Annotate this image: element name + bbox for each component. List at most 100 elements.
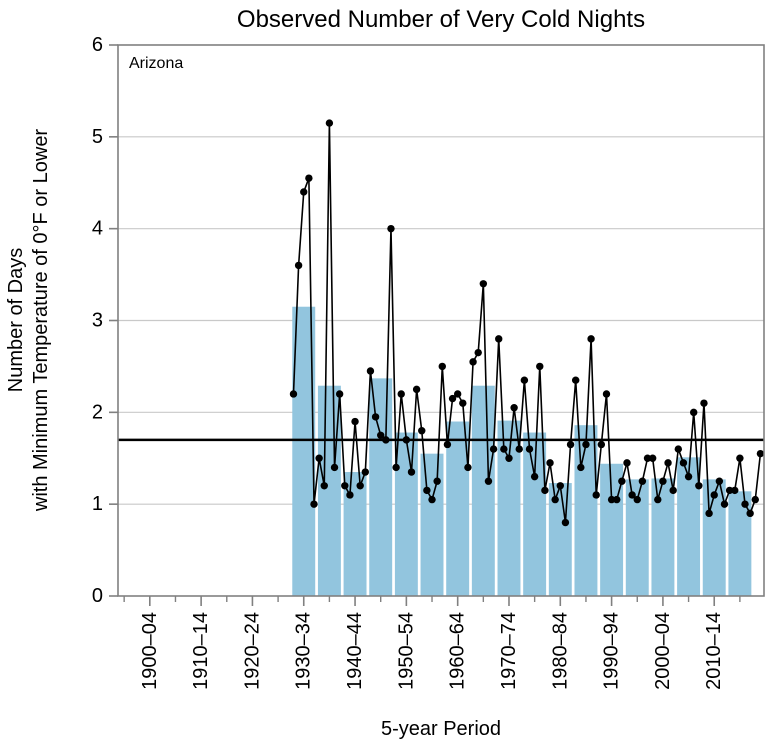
data-point-1993 <box>613 495 621 504</box>
y-tick-label: 5 <box>92 126 103 148</box>
data-point-2021 <box>756 449 764 458</box>
data-point-1995 <box>623 459 631 467</box>
data-point-2006 <box>679 459 688 467</box>
bar-2000-04 <box>651 478 675 596</box>
data-point-1932 <box>300 188 308 196</box>
data-point-1973 <box>510 404 518 412</box>
data-point-1965 <box>469 358 477 366</box>
data-point-1941 <box>346 491 354 499</box>
x-tick-label: 2000–04 <box>652 612 674 690</box>
x-tick-label: 1930–34 <box>293 612 315 690</box>
data-point-1955 <box>418 427 426 435</box>
x-tick-label: 1980–84 <box>549 612 571 690</box>
data-point-1934 <box>310 500 318 508</box>
x-tick-label: 1940–44 <box>344 612 366 690</box>
data-point-1991 <box>602 390 611 398</box>
data-point-1996 <box>628 491 636 499</box>
data-point-2015 <box>725 486 734 495</box>
data-point-2017 <box>736 454 744 462</box>
data-point-1964 <box>464 463 472 472</box>
x-axis-title: 5-year Period <box>381 718 501 740</box>
bar-1950-54 <box>394 432 418 596</box>
data-point-1990 <box>597 440 606 449</box>
data-point-1933 <box>305 174 313 182</box>
data-point-2005 <box>674 445 683 453</box>
data-point-1957 <box>428 495 436 504</box>
data-point-2003 <box>664 459 672 467</box>
x-tick-label: 1920–24 <box>241 612 263 690</box>
bar-1945-49 <box>369 378 393 596</box>
x-tick-label: 1960–64 <box>447 612 469 690</box>
data-point-1952 <box>402 436 411 444</box>
x-tick-label: 1900–04 <box>139 612 161 690</box>
data-point-1936 <box>320 482 328 490</box>
y-tick-label: 1 <box>92 493 103 515</box>
data-point-1937 <box>325 119 334 127</box>
bar-1935-39 <box>317 385 341 596</box>
data-point-1981 <box>551 495 559 504</box>
annual-series-layer <box>289 119 764 527</box>
data-point-1975 <box>520 376 529 384</box>
data-point-1984 <box>566 440 575 449</box>
bar-2015-19 <box>728 491 752 596</box>
data-point-1944 <box>361 468 370 476</box>
gridlines-layer <box>118 136 764 505</box>
x-axis: 1900–04 1910–14 1920–24 1930–34 1940–44 1950–… <box>123 596 741 690</box>
data-point-1943 <box>356 482 364 490</box>
bar-1960-64 <box>446 421 470 596</box>
bar-2005-09 <box>677 457 701 596</box>
data-point-1954 <box>412 385 421 394</box>
data-point-1966 <box>474 348 482 357</box>
data-point-1992 <box>607 495 616 504</box>
data-point-2018 <box>741 500 749 508</box>
data-point-1967 <box>479 280 488 288</box>
data-point-1976 <box>525 445 534 453</box>
data-point-1953 <box>407 468 416 476</box>
y-tick-label: 6 <box>92 34 103 56</box>
data-point-1972 <box>505 454 513 462</box>
data-point-2016 <box>731 486 739 495</box>
data-point-2007 <box>684 472 693 481</box>
data-point-1949 <box>387 224 395 233</box>
data-point-1980 <box>546 459 554 467</box>
data-point-1982 <box>556 482 564 490</box>
region-label: Arizona <box>129 55 183 72</box>
x-tick-label: 1950–54 <box>395 612 417 690</box>
bar-1940-44 <box>343 472 367 596</box>
data-point-2014 <box>720 500 729 508</box>
data-point-1942 <box>351 417 359 426</box>
data-point-2013 <box>715 477 724 485</box>
y-tick-label: 4 <box>92 218 103 240</box>
y-tick-label: 0 <box>92 585 103 607</box>
data-point-1987 <box>582 440 590 449</box>
data-point-1988 <box>587 335 595 343</box>
data-point-2001 <box>654 495 662 504</box>
data-point-1977 <box>530 472 539 481</box>
data-point-1959 <box>438 362 446 371</box>
bar-1965-69 <box>471 385 495 596</box>
y-axis: 0 1 2 3 4 5 6 <box>92 34 118 607</box>
bar-1930-34 <box>292 306 316 596</box>
data-point-2019 <box>746 509 754 518</box>
x-tick-label: 2010–14 <box>703 612 725 690</box>
chart-title: Observed Number of Very Cold Nights <box>237 6 645 33</box>
data-point-1979 <box>541 486 549 495</box>
data-point-1968 <box>484 477 493 485</box>
data-point-1930 <box>289 390 298 398</box>
data-point-1948 <box>382 436 390 444</box>
data-point-2008 <box>690 408 698 417</box>
y-axis-title-line1: Number of Days <box>5 248 27 393</box>
x-tick-label: 1910–14 <box>190 612 212 690</box>
data-point-1956 <box>423 486 431 495</box>
data-point-1998 <box>638 477 647 485</box>
data-point-1970 <box>495 335 503 343</box>
data-point-1997 <box>633 495 641 504</box>
data-point-1939 <box>335 390 344 398</box>
data-point-2012 <box>710 491 718 499</box>
data-point-2000 <box>648 454 657 462</box>
data-point-1950 <box>392 463 400 472</box>
data-point-1986 <box>577 463 585 472</box>
data-point-2011 <box>705 509 713 518</box>
